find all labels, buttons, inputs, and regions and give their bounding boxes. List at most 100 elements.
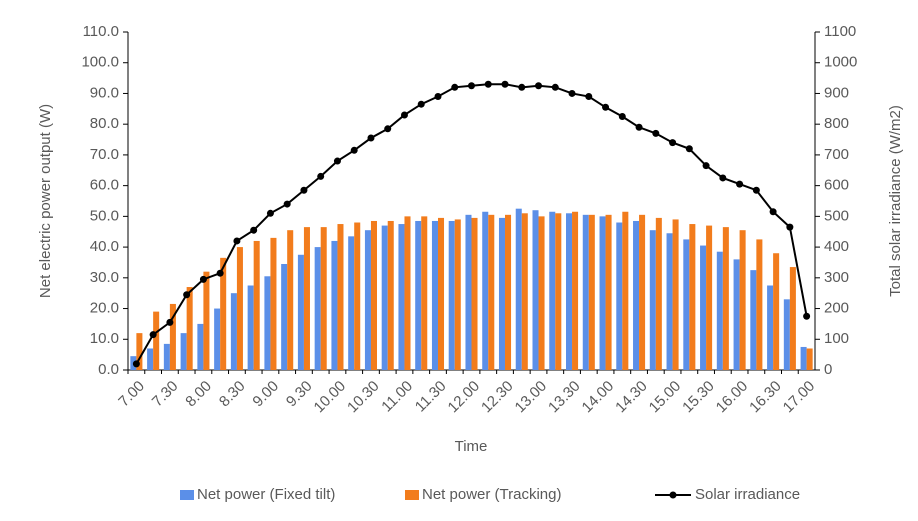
y-tick-label: 10.0 <box>90 330 119 347</box>
y2-tick-label: 0 <box>824 361 832 378</box>
irradiance-point <box>602 103 610 111</box>
bar <box>572 211 579 370</box>
bar <box>421 216 428 370</box>
bar <box>320 227 327 370</box>
bar <box>354 222 361 370</box>
irradiance-point <box>333 157 341 165</box>
bar <box>287 230 294 370</box>
bar <box>398 224 405 370</box>
legend-label: Solar irradiance <box>695 486 800 503</box>
irradiance-point <box>216 269 224 277</box>
bar <box>605 214 612 370</box>
bar <box>739 230 746 370</box>
bar <box>689 224 696 370</box>
bar <box>488 214 495 370</box>
bar <box>465 214 472 370</box>
bar <box>153 311 160 370</box>
irradiance-point <box>551 83 559 91</box>
irradiance-point <box>283 200 291 208</box>
y-tick-label: 30.0 <box>90 269 119 286</box>
bar <box>700 245 707 370</box>
legend-label: Net power (Fixed tilt) <box>197 486 335 503</box>
bar <box>454 219 461 370</box>
y2-axis-title: Total solar irradiance (W/m2) <box>887 105 904 297</box>
irradiance-point <box>417 100 425 108</box>
y2-tick-label: 700 <box>824 146 849 163</box>
bar <box>253 240 260 370</box>
bar <box>655 217 662 370</box>
bar <box>247 285 254 370</box>
bar <box>136 333 143 370</box>
bar <box>214 308 221 370</box>
y-tick-label: 70.0 <box>90 146 119 163</box>
y-axis-title: Net electric power output (W) <box>37 104 54 298</box>
bar <box>415 220 422 370</box>
bar <box>622 211 629 370</box>
irradiance-point <box>199 275 207 283</box>
irradiance-point <box>149 331 157 339</box>
bar <box>180 333 187 370</box>
x-axis-title: Time <box>455 438 488 455</box>
bar <box>348 236 355 370</box>
irradiance-point <box>752 186 760 194</box>
bar <box>588 214 595 370</box>
irradiance-point <box>233 237 241 245</box>
bar <box>722 227 729 370</box>
irradiance-point <box>166 318 174 326</box>
bar <box>750 270 757 370</box>
irradiance-point <box>468 82 475 90</box>
bar <box>549 211 556 370</box>
bar <box>521 213 528 370</box>
y-tick-label: 110.0 <box>83 23 119 40</box>
irradiance-point <box>384 125 392 133</box>
y-tick-label: 90.0 <box>90 84 119 101</box>
bar <box>666 233 673 370</box>
irradiance-point <box>132 360 140 368</box>
legend-marker <box>669 491 677 499</box>
irradiance-point <box>250 226 258 234</box>
bar <box>672 219 679 370</box>
irradiance-point <box>685 145 693 153</box>
irradiance-point <box>350 146 358 154</box>
bar <box>633 220 640 370</box>
y2-tick-label: 200 <box>824 300 849 317</box>
irradiance-point <box>183 291 191 299</box>
bar <box>370 220 377 370</box>
bar <box>331 240 338 370</box>
bar <box>599 216 606 370</box>
bar <box>314 247 321 370</box>
bar <box>431 220 438 370</box>
y-tick-label: 20.0 <box>90 300 119 317</box>
irradiance-point <box>568 89 576 97</box>
y2-tick-label: 500 <box>824 207 849 224</box>
bar <box>756 239 763 370</box>
y-tick-label: 80.0 <box>90 115 119 132</box>
bar <box>505 214 512 370</box>
bar <box>616 222 623 370</box>
legend-swatch <box>180 490 194 500</box>
y-tick-label: 50.0 <box>90 207 119 224</box>
bar <box>515 208 522 370</box>
irradiance-point <box>803 312 811 320</box>
irradiance-point <box>501 80 509 88</box>
bar <box>270 237 277 370</box>
bar <box>387 220 394 370</box>
y2-tick-label: 900 <box>824 84 849 101</box>
bar <box>800 346 807 370</box>
bar <box>186 287 193 370</box>
bar <box>773 253 780 370</box>
bar <box>297 254 304 370</box>
bar <box>683 239 690 370</box>
y-tick-label: 0.0 <box>98 361 119 378</box>
y2-tick-label: 800 <box>824 115 849 132</box>
bar <box>582 214 589 370</box>
irradiance-point <box>702 162 710 170</box>
bar <box>147 348 154 370</box>
irradiance-point <box>400 111 408 119</box>
y2-tick-label: 300 <box>824 269 849 286</box>
bar <box>767 285 774 370</box>
irradiance-point <box>434 93 442 101</box>
irradiance-point <box>769 208 777 216</box>
bar <box>203 271 210 370</box>
